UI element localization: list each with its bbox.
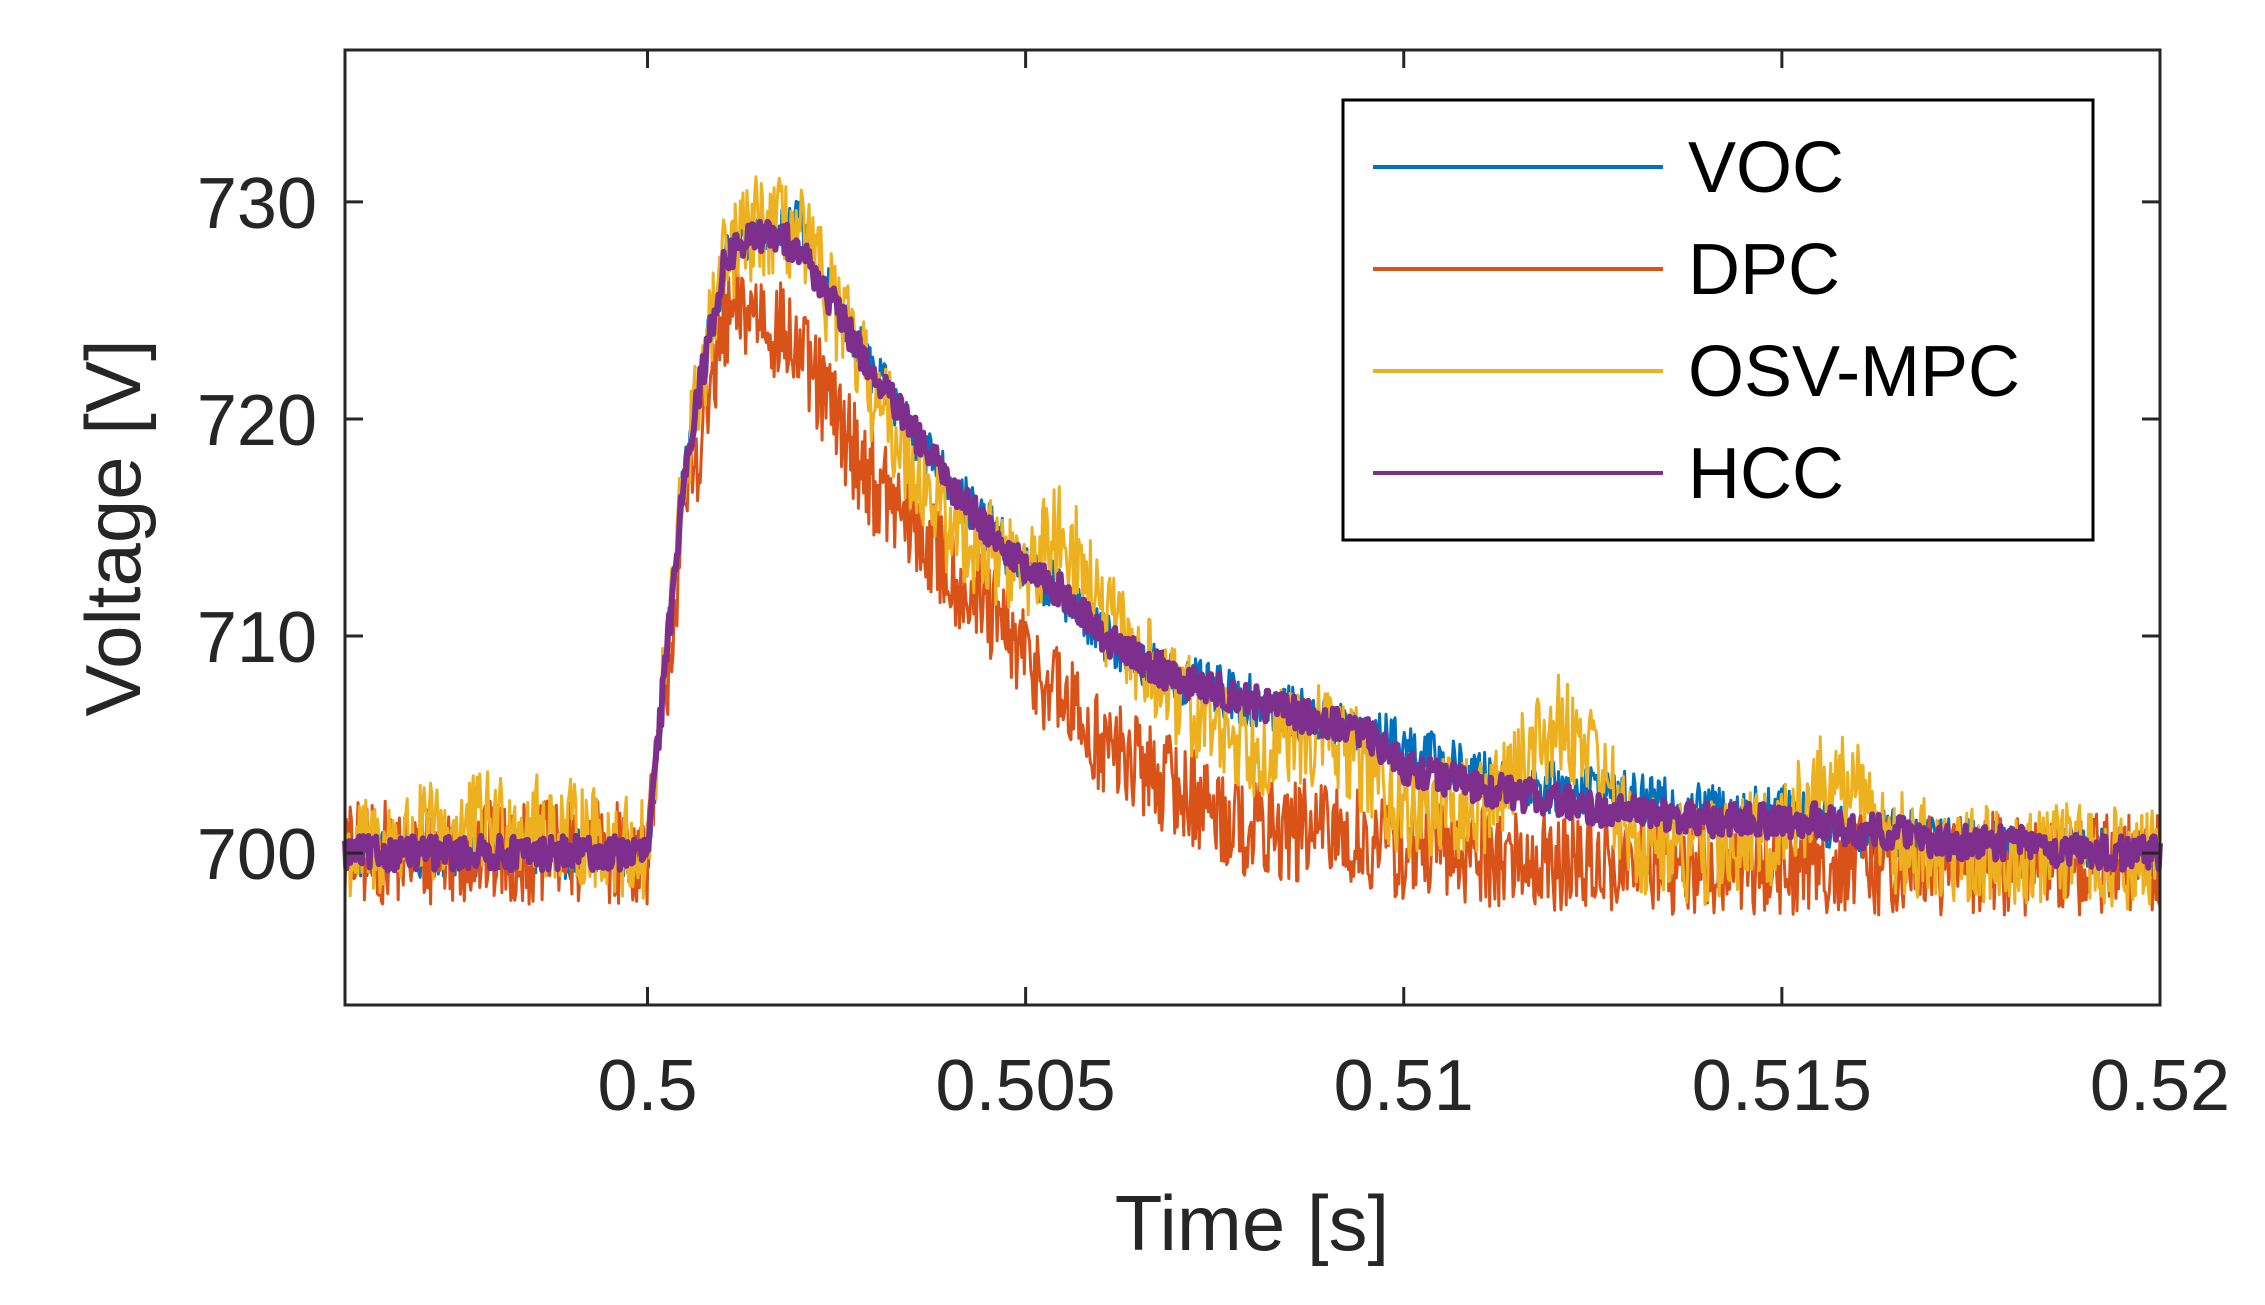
legend-label-voc: VOC (1688, 128, 1844, 208)
tick-layer: 0.5 0.505 0.51 0.515 0.52 700 710 720 730 (197, 50, 2230, 1126)
legend-label-hcc: HCC (1688, 434, 1844, 514)
legend: VOC DPC OSV-MPC HCC (1341, 98, 2095, 542)
legend-label-dpc: DPC (1688, 230, 1840, 310)
x-tick-label: 0.515 (1692, 1046, 1872, 1126)
y-tick-label: 720 (197, 381, 317, 461)
legend-box (1341, 98, 2095, 542)
series-layer (342, 175, 2163, 917)
x-tick-label: 0.52 (2090, 1046, 2230, 1126)
y-tick-label: 710 (197, 598, 317, 678)
y-tick-label: 730 (197, 164, 317, 244)
y-tick-label: 700 (197, 815, 317, 895)
x-tick-label: 0.51 (1334, 1046, 1474, 1126)
legend-label-osv-mpc: OSV-MPC (1688, 332, 2020, 412)
x-tick-label: 0.505 (936, 1046, 1116, 1126)
series-line-hcc (342, 218, 2163, 874)
plot-frame (343, 48, 2162, 1007)
x-tick-label: 0.5 (597, 1046, 697, 1126)
x-axis-title: Time [s] (1115, 1179, 1389, 1267)
y-axis-title: Voltage [V] (69, 339, 157, 716)
